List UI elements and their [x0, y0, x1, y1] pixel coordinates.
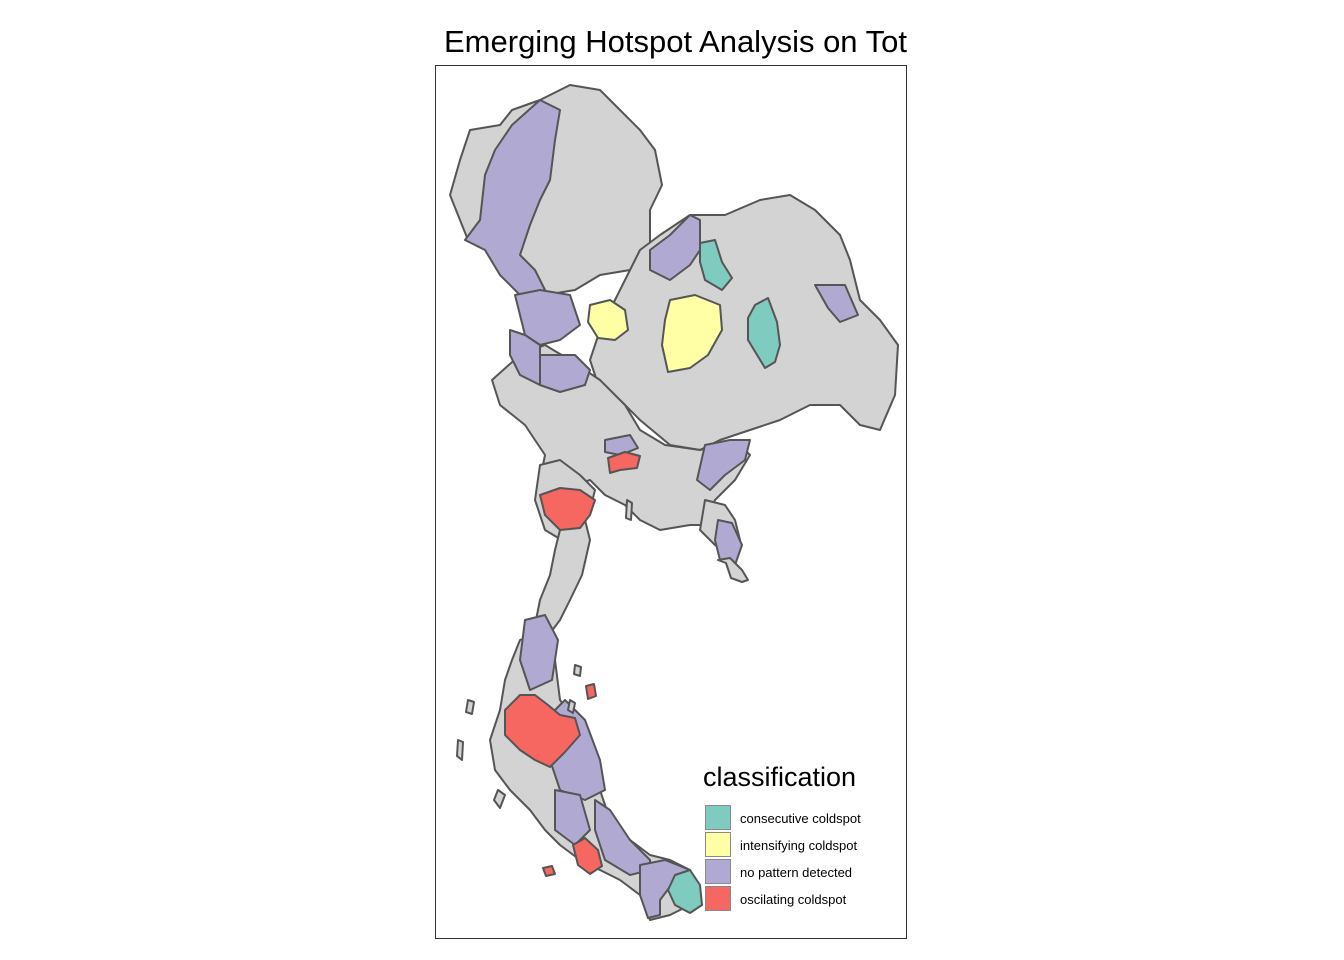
legend: classification consecutive coldspot inte… — [703, 762, 903, 922]
island-1 — [717, 557, 749, 583]
region-teal-1 — [699, 239, 733, 291]
island-5 — [493, 789, 506, 809]
legend-label: oscilating coldspot — [740, 892, 847, 907]
region-red-south-big — [504, 694, 581, 768]
legend-swatch — [705, 886, 731, 911]
region-yellow-2 — [661, 294, 723, 373]
legend-title: classification — [703, 762, 857, 792]
title-area: Emerging Hotspot Analysis on Total Cases — [436, 22, 908, 66]
island-6 — [573, 664, 582, 677]
region-red-w — [539, 487, 596, 531]
region-purple-south1 — [519, 614, 559, 691]
legend-swatch — [705, 859, 731, 884]
legend-swatch — [705, 832, 731, 857]
region-red-south-small — [572, 837, 603, 875]
region-purple-w2 — [539, 354, 591, 393]
legend-item-no-pattern-detected: no pattern detected — [705, 859, 901, 886]
legend-item-intensifying-coldspot: intensifying coldspot — [705, 832, 901, 859]
map-frame — [435, 65, 907, 939]
region-red-islet — [542, 865, 556, 877]
island-2 — [625, 499, 633, 521]
map-title: Emerging Hotspot Analysis on Total Cases — [444, 24, 908, 59]
region-teal-2 — [747, 297, 781, 369]
legend-label: intensifying coldspot — [740, 838, 858, 853]
region-purple-nw — [464, 99, 561, 296]
region-purple-south3 — [554, 789, 591, 846]
region-purple-se — [696, 439, 751, 491]
legend-item-oscilating-coldspot: oscilating coldspot — [705, 886, 901, 913]
region-purple-central-small — [604, 434, 639, 456]
island-7 — [567, 699, 576, 714]
island-3 — [456, 739, 464, 761]
region-yellow-1 — [587, 299, 629, 341]
region-red-island — [585, 683, 597, 700]
legend-label: consecutive coldspot — [740, 811, 861, 826]
region-red-bkk — [607, 451, 641, 474]
legend-label: no pattern detected — [740, 865, 853, 880]
region-teal-3 — [667, 869, 703, 914]
island-4 — [465, 699, 475, 715]
legend-item-consecutive-coldspot: consecutive coldspot — [705, 805, 901, 832]
legend-swatch — [705, 805, 731, 830]
region-purple-e — [814, 284, 859, 323]
region-purple-w3 — [509, 329, 541, 386]
